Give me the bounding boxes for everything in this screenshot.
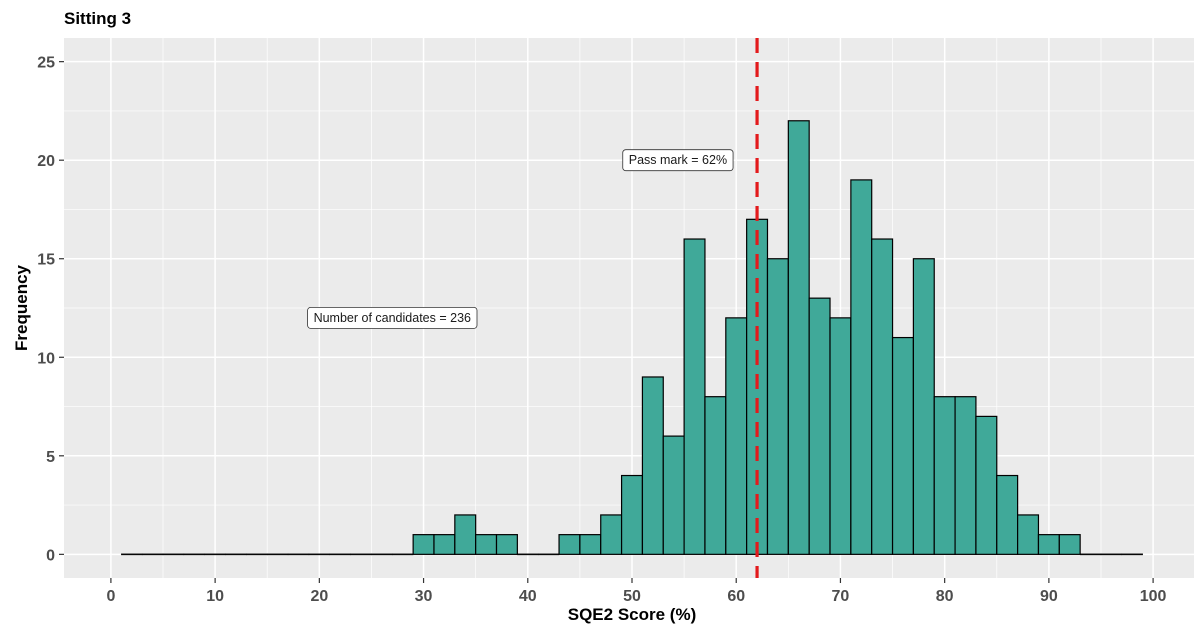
histogram-bar xyxy=(1079,553,1102,556)
histogram-bar xyxy=(662,435,685,555)
histogram-bar xyxy=(787,120,810,555)
histogram-bar xyxy=(308,553,330,556)
histogram-bar xyxy=(1058,534,1081,555)
y-tick-label: 25 xyxy=(37,55,55,72)
histogram-bar xyxy=(454,514,477,555)
histogram-bar xyxy=(620,474,644,555)
x-tick-label: 20 xyxy=(310,588,328,605)
y-tick-label: 20 xyxy=(37,153,55,170)
histogram-bar xyxy=(871,238,894,555)
annotation-box xyxy=(307,306,478,329)
histogram-bar xyxy=(600,514,623,555)
x-tick-label: 80 xyxy=(936,588,954,605)
histogram-bar xyxy=(1037,534,1060,555)
x-tick-label: 60 xyxy=(727,588,745,605)
histogram-bar xyxy=(683,238,706,555)
x-tick-label: 10 xyxy=(206,588,224,605)
histogram-bar xyxy=(954,396,977,555)
histogram-bar xyxy=(912,258,935,555)
histogram-bar xyxy=(891,336,914,555)
histogram-bar xyxy=(558,534,581,555)
histogram-bar xyxy=(329,553,351,556)
histogram-bar xyxy=(975,415,998,555)
histogram-bar xyxy=(162,553,185,556)
y-tick-label: 15 xyxy=(37,252,55,269)
histogram-bar xyxy=(538,553,560,556)
histogram-bar xyxy=(495,534,518,555)
y-tick-label: 0 xyxy=(46,547,55,564)
histogram-bar xyxy=(475,534,498,555)
histogram-bar xyxy=(933,396,956,555)
histogram-bar xyxy=(204,553,226,556)
x-axis-title: SQE2 Score (%) xyxy=(568,605,697,624)
y-tick-label: 10 xyxy=(37,350,55,367)
histogram-bar xyxy=(1100,553,1123,556)
x-tick-label: 90 xyxy=(1040,588,1058,605)
annotation-text: Number of candidates = 236 xyxy=(314,311,471,325)
histogram-bar xyxy=(287,553,310,556)
histogram-bar xyxy=(350,553,372,556)
histogram-bar xyxy=(371,553,393,556)
histogram-bar xyxy=(725,317,748,555)
histogram-bar xyxy=(808,297,831,555)
histogram-bar xyxy=(267,553,289,556)
annotations: Pass mark = 62% Number of candidates = 23… xyxy=(307,149,734,329)
histogram-bars xyxy=(121,120,1143,556)
x-tick-label: 30 xyxy=(415,588,433,605)
histogram-bar xyxy=(579,534,602,555)
histogram-bar xyxy=(1121,553,1143,556)
histogram-bar xyxy=(517,553,539,556)
x-tick-label: 100 xyxy=(1140,588,1167,605)
histogram-bar xyxy=(850,179,873,555)
y-tick-label: 5 xyxy=(46,449,55,466)
histogram-bar xyxy=(225,553,247,556)
x-tick-label: 70 xyxy=(832,588,850,605)
histogram-bar xyxy=(1017,514,1040,555)
histogram-bar xyxy=(829,317,852,555)
annotation-box xyxy=(622,149,734,172)
histogram-bar xyxy=(704,396,727,555)
annotation-label: Number of candidates = 236 xyxy=(307,306,478,329)
histogram-bar xyxy=(766,258,789,555)
histogram-bar xyxy=(433,534,456,555)
histogram-bar xyxy=(392,553,414,556)
annotation-text: Pass mark = 62% xyxy=(629,153,727,167)
chart-title: Sitting 3 xyxy=(64,9,131,28)
x-tick-label: 0 xyxy=(106,588,115,605)
histogram-bar xyxy=(412,534,435,555)
histogram-bar xyxy=(141,553,164,556)
x-tick-label: 40 xyxy=(519,588,537,605)
y-axis: 0 5 10 15 20 25 xyxy=(37,55,64,564)
histogram-bar xyxy=(183,553,205,556)
histogram-bar xyxy=(121,553,143,556)
x-tick-label: 50 xyxy=(623,588,641,605)
y-axis-title: Frequency xyxy=(12,264,31,351)
histogram-bar xyxy=(246,553,268,556)
histogram-bar xyxy=(996,474,1019,555)
annotation-label: Pass mark = 62% xyxy=(622,149,734,172)
histogram-bar xyxy=(641,376,664,555)
x-axis: 0 10 20 30 40 50 60 70 80 90 100 xyxy=(106,578,1167,605)
